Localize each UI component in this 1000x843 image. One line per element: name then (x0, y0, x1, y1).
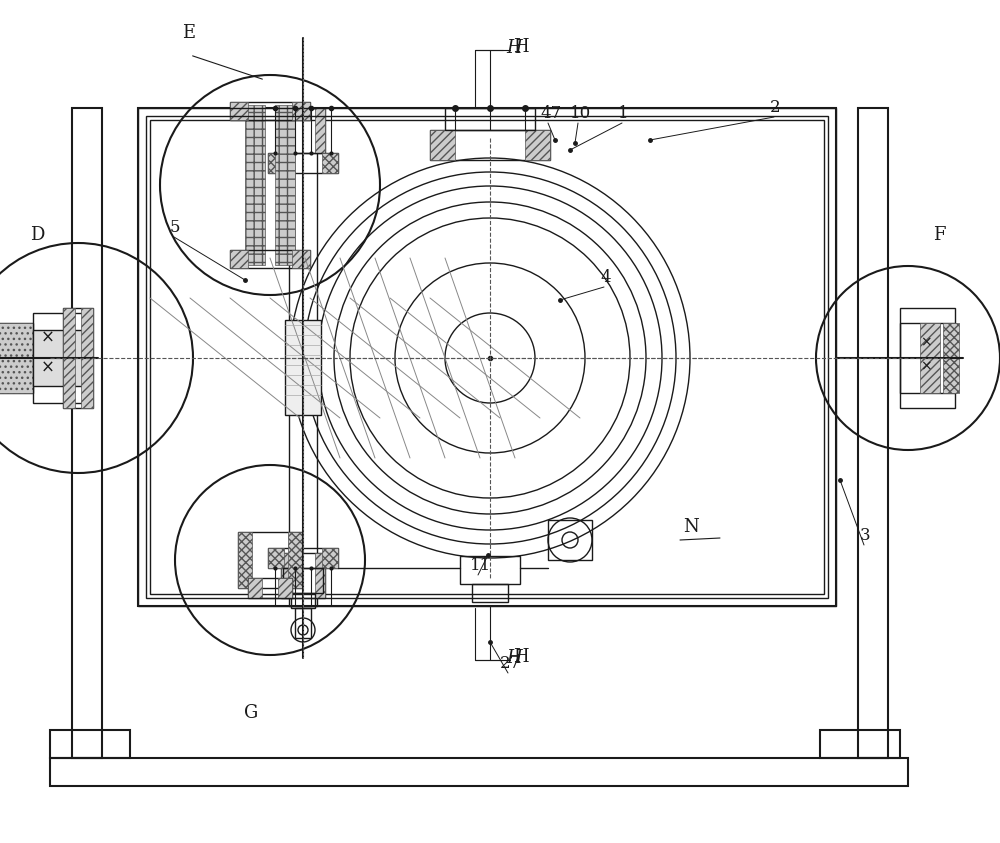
Text: 11: 11 (470, 557, 491, 574)
Bar (0, 323, 33, 393)
Bar (33, 313, 83, 403)
Bar (900, 323, 955, 393)
Text: 47: 47 (540, 105, 561, 122)
Bar (289, 108, 317, 606)
Text: ×: × (41, 359, 55, 377)
Bar (278, 578, 292, 598)
Bar (230, 102, 248, 120)
Bar (268, 548, 338, 568)
Bar (248, 578, 292, 598)
Bar (63, 308, 93, 408)
Bar (285, 320, 321, 415)
Bar (943, 323, 959, 393)
Text: 3: 3 (860, 527, 871, 544)
Text: 4: 4 (600, 269, 611, 286)
Bar (858, 108, 888, 758)
Bar (472, 584, 508, 602)
Text: ×: × (920, 335, 932, 349)
Text: 10: 10 (570, 105, 591, 122)
Bar (238, 532, 302, 588)
Bar (900, 308, 955, 408)
Bar (50, 758, 908, 786)
Text: F: F (933, 226, 946, 244)
Bar (81, 308, 93, 408)
Bar (295, 608, 311, 638)
Bar (430, 130, 550, 160)
Bar (230, 250, 248, 268)
Bar (230, 250, 310, 268)
Bar (248, 578, 262, 598)
Text: H: H (506, 649, 522, 667)
Bar (288, 532, 302, 588)
Bar (291, 593, 315, 608)
Bar (315, 108, 325, 153)
Bar (322, 153, 338, 173)
Text: 2: 2 (770, 99, 781, 116)
Text: 1: 1 (618, 105, 629, 122)
Bar (268, 548, 284, 568)
Text: N: N (683, 518, 699, 536)
Bar (150, 120, 824, 594)
Bar (315, 553, 325, 598)
Bar (292, 250, 310, 268)
Bar (322, 548, 338, 568)
Bar (283, 568, 323, 593)
Bar (0, 323, 33, 393)
Bar (820, 730, 900, 758)
Bar (230, 102, 310, 120)
Bar (138, 108, 836, 606)
Bar (63, 308, 75, 408)
Bar (238, 532, 252, 588)
Bar (275, 105, 295, 265)
Text: G: G (244, 704, 258, 722)
Text: H: H (513, 38, 529, 56)
Bar (72, 108, 102, 758)
Text: H: H (506, 39, 522, 57)
Bar (138, 108, 836, 606)
Bar (33, 330, 83, 386)
Bar (268, 153, 338, 173)
Text: 27: 27 (500, 655, 521, 672)
Bar (548, 520, 592, 560)
Text: ×: × (41, 329, 55, 347)
Text: E: E (182, 24, 195, 42)
Bar (445, 108, 535, 130)
Text: 5: 5 (170, 219, 181, 236)
Text: ×: × (920, 359, 932, 373)
Bar (281, 553, 325, 598)
Bar (525, 130, 550, 160)
Bar (292, 102, 310, 120)
Bar (268, 153, 284, 173)
Bar (146, 116, 828, 598)
Bar (50, 730, 130, 758)
Bar (281, 108, 291, 153)
Bar (281, 108, 325, 153)
Bar (245, 105, 265, 265)
Bar (281, 553, 291, 598)
Text: H: H (513, 648, 529, 666)
Bar (460, 556, 520, 584)
Bar (430, 130, 455, 160)
Bar (920, 323, 940, 393)
Text: D: D (30, 226, 44, 244)
